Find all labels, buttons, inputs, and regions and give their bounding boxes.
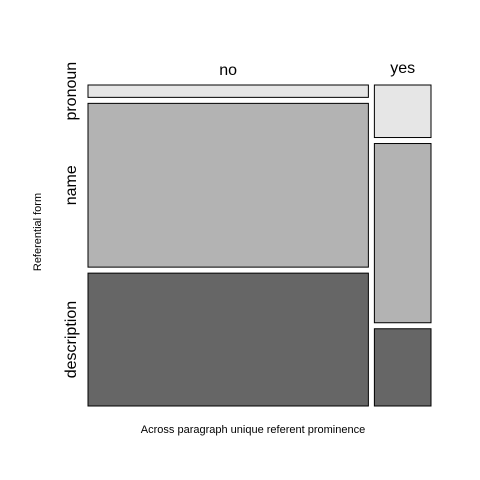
x-axis-title: Across paragraph unique referent promine… (141, 424, 365, 436)
mosaic-tile-yes-pronoun (373, 84, 432, 139)
y-tick-label-pronoun: pronoun (63, 62, 80, 121)
mosaic-tile-yes-description (373, 328, 432, 407)
mosaic-tile-no-pronoun (87, 84, 369, 98)
x-tick-label-no: no (219, 62, 237, 79)
mosaic-tile-yes-name (373, 143, 432, 324)
x-tick-label-yes: yes (390, 60, 415, 77)
y-tick-label-name: name (63, 165, 80, 205)
tiles-layer (87, 84, 432, 407)
mosaic-tile-no-name (87, 102, 369, 268)
y-tick-label-description: description (63, 301, 80, 378)
mosaic-tile-no-description (87, 272, 369, 407)
y-axis-title: Referential form (32, 193, 44, 271)
